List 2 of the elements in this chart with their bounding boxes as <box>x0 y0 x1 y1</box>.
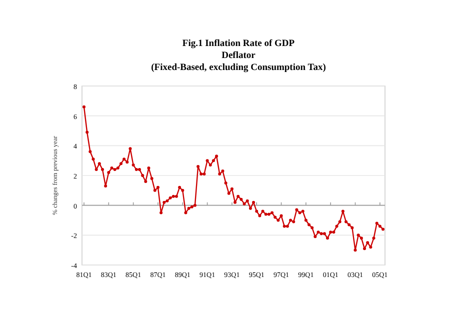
chart-title: Fig.1 Inflation Rate of GDP Deflator <box>182 39 295 61</box>
chart-subtitle: (Fixed-Based, excluding Consumption Tax) <box>151 63 326 73</box>
